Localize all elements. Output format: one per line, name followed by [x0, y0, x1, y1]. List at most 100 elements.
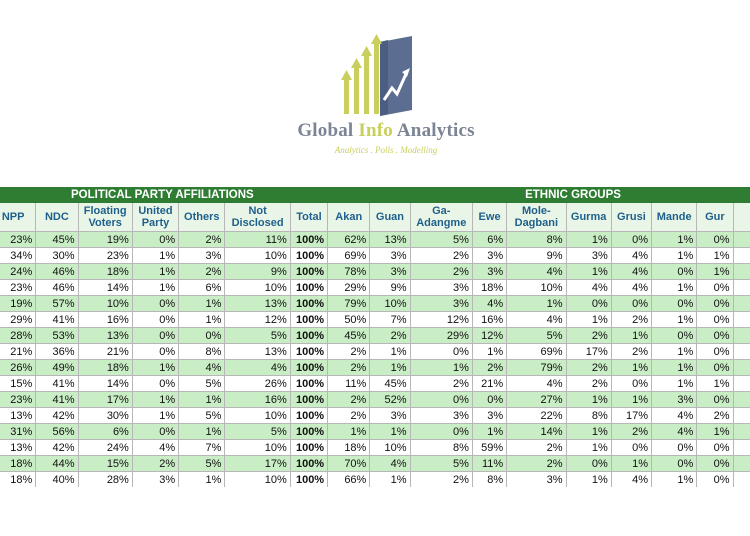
table-cell: 1%: [409, 359, 473, 376]
table-cell: 0%: [131, 311, 180, 328]
ethnic-groups-header: ETHNIC GROUPS: [327, 187, 750, 203]
table-cell: 0%: [696, 231, 734, 248]
column-header: Others: [178, 202, 226, 232]
table-row: 23% 46% 14% 1% 6% 10% 100% 29% 9% 3% 18% 10% 4% 4% 1% 0…: [0, 279, 750, 296]
table-cell: 0%: [610, 439, 653, 456]
table-cell: 4%: [506, 311, 567, 328]
table-cell: 4%: [651, 423, 698, 440]
table-cell-empty: [732, 359, 750, 376]
table-cell: 69%: [506, 343, 567, 360]
table-cell: 1%: [651, 247, 698, 264]
brand-tagline: Analytics . Polls . Modelling: [334, 145, 438, 155]
table-cell: 0%: [651, 295, 698, 312]
table-cell: 1%: [178, 295, 226, 312]
party-affiliations-header: POLITICAL PARTY AFFILIATIONS: [0, 187, 329, 203]
table-cell: 18%: [77, 359, 133, 376]
table-cell-empty: [732, 295, 750, 312]
table-row: 26% 49% 18% 1% 4% 4% 100% 2% 1% 1% 2% 79% 2% 1% 1% 0%: [0, 359, 750, 376]
table-cell: 14%: [77, 279, 133, 296]
column-header-row: NPP NDC Floating Voters United Party Others N…: [0, 202, 750, 232]
brand-logo: Global Info Analytics Analytics . Polls …: [0, 0, 750, 180]
table-cell: 100%: [289, 423, 329, 440]
table-cell: 29%: [0, 311, 37, 328]
table-cell: 5%: [178, 375, 226, 392]
table-cell: 3%: [506, 471, 567, 487]
table-cell: 1%: [565, 423, 612, 440]
table-cell: 100%: [289, 327, 329, 344]
table-cell: 0%: [696, 327, 734, 344]
table-cell: 1%: [610, 359, 653, 376]
table-row: 31% 56% 6% 0% 1% 5% 100% 1% 1% 0% 1% 14% 1% 2% 4% 1%: [0, 423, 750, 440]
table-cell: 1%: [178, 471, 226, 487]
table-cell: 1%: [178, 391, 226, 408]
table-cell: 2%: [471, 359, 508, 376]
table-cell: 1%: [178, 311, 226, 328]
table-row: 23% 41% 17% 1% 1% 16% 100% 2% 52% 0% 0% 27% 1% 1% 3% 0%: [0, 391, 750, 408]
table-cell: 24%: [77, 439, 133, 456]
table-cell: 3%: [369, 407, 411, 424]
table-row: 18% 40% 28% 3% 1% 10% 100% 66% 1% 2% 8% 3% 1% 4% 1% 0%: [0, 471, 750, 487]
table-cell: 1%: [369, 423, 411, 440]
table-cell: 0%: [131, 375, 180, 392]
table-cell: 40%: [35, 471, 79, 487]
table-cell: 21%: [77, 343, 133, 360]
table-cell: 10%: [77, 295, 133, 312]
table-cell: 10%: [224, 247, 291, 264]
table-cell: 3%: [178, 247, 226, 264]
column-header: Ewe: [471, 202, 508, 232]
column-header: Ga-Adangme: [409, 202, 473, 232]
table-cell: 22%: [506, 407, 567, 424]
table-cell: 8%: [506, 231, 567, 248]
table-cell: 0%: [409, 423, 473, 440]
column-header: Not Disclosed: [224, 202, 291, 232]
table-cell: 8%: [409, 439, 473, 456]
table-cell: 53%: [35, 327, 79, 344]
brand-title: Global Info Analytics: [0, 120, 750, 142]
table-cell: 1%: [327, 423, 371, 440]
table-cell: 19%: [77, 231, 133, 248]
table-cell: 1%: [651, 279, 698, 296]
table-cell-empty: [732, 279, 750, 296]
column-header: Floating Voters: [77, 202, 133, 232]
table-cell: 36%: [35, 343, 79, 360]
column-header: Guan: [369, 202, 411, 232]
table-cell: 0%: [610, 295, 653, 312]
brand-title-global: Global: [297, 120, 354, 141]
table-cell: 2%: [369, 327, 411, 344]
table-cell: 0%: [696, 455, 734, 472]
table-cell: 21%: [471, 375, 508, 392]
table-cell: 1%: [696, 375, 734, 392]
brand-title-analytics: Analytics: [396, 120, 475, 141]
table-cell: 41%: [35, 311, 79, 328]
table-cell: 13%: [0, 407, 37, 424]
table-cell: 4%: [178, 359, 226, 376]
table-cell: 15%: [77, 455, 133, 472]
table-cell: 11%: [224, 231, 291, 248]
table-cell: 13%: [369, 231, 411, 248]
table-cell: 13%: [77, 327, 133, 344]
table-cell: 4%: [369, 455, 411, 472]
column-header: NPP: [0, 202, 37, 232]
table-cell: 1%: [131, 263, 180, 280]
table-cell: 21%: [0, 343, 37, 360]
table-cell: 10%: [506, 279, 567, 296]
table-cell: 26%: [0, 359, 37, 376]
table-cell: 3%: [565, 247, 612, 264]
table-cell-empty: [732, 391, 750, 408]
table-cell: 8%: [565, 407, 612, 424]
table-row: 19% 57% 10% 0% 1% 13% 100% 79% 10% 3% 4% 1% 0% 0% 0% 0%: [0, 295, 750, 312]
table-cell: 6%: [77, 423, 133, 440]
table-cell: 1%: [471, 343, 508, 360]
column-header: Gurma: [565, 202, 612, 232]
table-row: 28% 53% 13% 0% 0% 5% 100% 45% 2% 29% 12% 5% 2% 1% 0% 0%: [0, 327, 750, 344]
table-cell: 100%: [289, 471, 329, 487]
table-cell: 0%: [696, 471, 734, 487]
table-cell: 2%: [409, 247, 473, 264]
table-cell: 1%: [610, 327, 653, 344]
table-cell: 23%: [0, 231, 37, 248]
table-cell: 56%: [35, 423, 79, 440]
table-cell: 27%: [506, 391, 567, 408]
table-cell: 9%: [369, 279, 411, 296]
table-cell-empty: [732, 327, 750, 344]
table-cell: 16%: [471, 311, 508, 328]
